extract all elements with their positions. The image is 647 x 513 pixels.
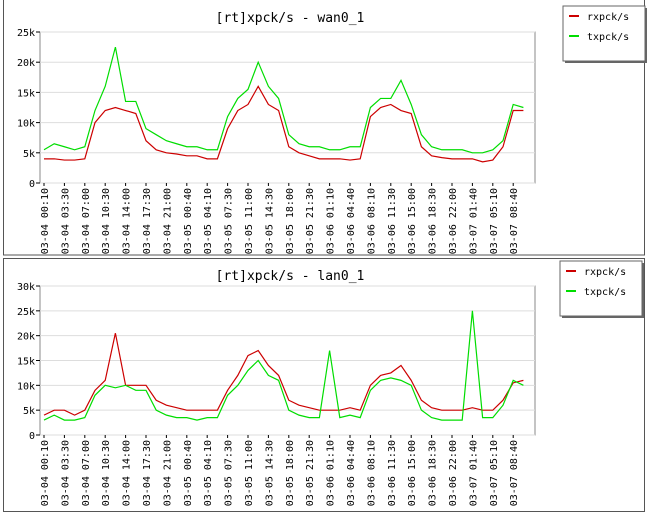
x-tick-label: 03-06 04:40 [346,188,357,254]
x-tick-label: 03-05 18:00 [285,440,296,506]
x-tick-label: 03-06 01:10 [326,188,337,254]
x-tick-label: 03-04 00:10 [40,440,51,506]
x-tick-label: 03-04 17:30 [142,440,153,506]
x-tick-label: 03-07 08:40 [509,188,520,254]
x-tick-label: 03-05 04:10 [203,188,214,254]
x-tick-label: 03-04 14:00 [122,188,133,254]
x-tick-label: 03-06 04:40 [346,440,357,506]
y-tick-label: 15k [17,88,35,99]
x-tick-label: 03-06 18:30 [428,440,439,506]
x-tick-label: 03-07 01:40 [468,440,479,506]
x-tick-label: 03-05 21:30 [305,188,316,254]
x-tick-label: 03-04 21:00 [162,440,173,506]
y-tick-label: 25k [17,28,35,39]
x-tick-label: 03-04 10:30 [101,440,112,506]
x-tick-label: 03-07 05:10 [489,188,500,254]
x-tick-label: 03-04 14:00 [122,440,133,506]
x-tick-label: 03-06 15:00 [407,188,418,254]
chart-title: [rt]xpck/s - lan0_1 [216,269,365,284]
series-line [43,310,524,421]
y-tick-label: 20k [17,58,35,69]
x-tick-label: 03-05 14:30 [264,440,275,506]
x-tick-label: 03-04 03:30 [60,188,71,254]
y-tick-label: 10k [17,119,35,130]
x-tick-label: 03-06 01:10 [326,440,337,506]
legend-label: rxpck/s [587,12,629,23]
legend-label: rxpck/s [584,267,626,278]
y-tick-label: 0 [29,179,35,190]
y-tick-label: 0 [29,431,35,442]
x-tick-label: 03-06 18:30 [428,188,439,254]
series-line [43,46,524,154]
legend-label: txpck/s [584,287,626,298]
x-tick-label: 03-05 18:00 [285,188,296,254]
x-tick-label: 03-05 21:30 [305,440,316,506]
x-tick-label: 03-04 00:10 [40,188,51,254]
x-tick-label: 03-05 11:00 [244,188,255,254]
x-tick-label: 03-07 08:40 [509,440,520,506]
legend-label: txpck/s [587,32,629,43]
series-line [43,333,524,416]
x-tick-label: 03-07 05:10 [489,440,500,506]
x-tick-label: 03-05 07:30 [224,188,235,254]
x-tick-label: 03-04 10:30 [101,188,112,254]
x-tick-label: 03-06 22:00 [448,440,459,506]
y-tick-label: 30k [17,282,35,293]
x-tick-label: 03-05 04:10 [203,440,214,506]
x-tick-label: 03-06 11:30 [387,188,398,254]
x-tick-label: 03-06 22:00 [448,188,459,254]
x-tick-label: 03-07 01:40 [468,188,479,254]
y-tick-label: 10k [17,381,35,392]
x-tick-label: 03-04 21:00 [162,188,173,254]
x-tick-label: 03-06 11:30 [387,440,398,506]
x-tick-label: 03-05 14:30 [264,188,275,254]
y-tick-label: 25k [17,307,35,318]
y-tick-label: 5k [23,149,35,160]
x-tick-label: 03-05 00:40 [183,188,194,254]
x-tick-label: 03-06 08:10 [366,188,377,254]
x-tick-label: 03-04 07:00 [81,440,92,506]
x-tick-label: 03-04 03:30 [60,440,71,506]
series-line [44,85,524,163]
y-tick-label: 15k [17,357,35,368]
x-tick-label: 03-04 07:00 [81,188,92,254]
x-tick-label: 03-04 17:30 [142,188,153,254]
y-tick-label: 5k [23,406,35,417]
x-tick-label: 03-05 11:00 [244,440,255,506]
x-tick-label: 03-05 07:30 [224,440,235,506]
x-tick-label: 03-06 08:10 [366,440,377,506]
x-tick-label: 03-05 00:40 [183,440,194,506]
x-tick-label: 03-06 15:00 [407,440,418,506]
y-tick-label: 20k [17,332,35,343]
chart-title: [rt]xpck/s - wan0_1 [216,11,365,26]
